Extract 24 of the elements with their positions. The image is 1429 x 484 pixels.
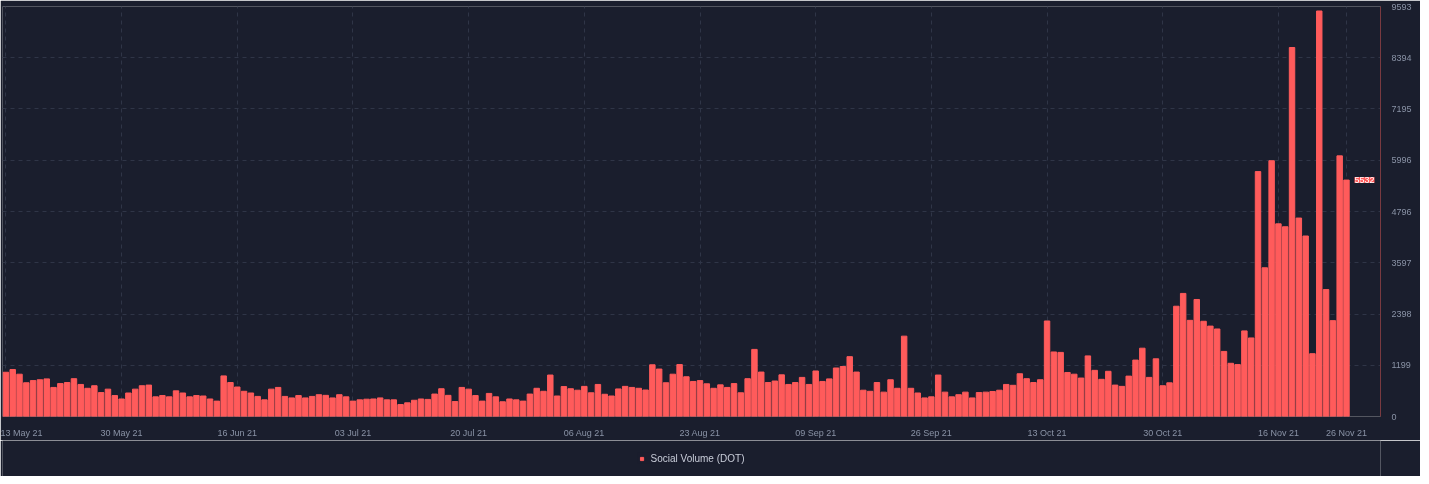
y-tick-label: 3597 <box>1391 257 1412 268</box>
y-tick-label: 0 <box>1391 411 1397 422</box>
y-tick-label: 1199 <box>1391 360 1411 371</box>
x-tick-label: 16 Jun 21 <box>217 427 258 438</box>
x-tick-label: 26 Sep 21 <box>910 427 952 438</box>
legend-label: Social Volume (DOT) <box>650 452 745 464</box>
y-tick-label: 9593 <box>1391 1 1412 12</box>
x-tick-label: 03 Jul 21 <box>334 427 372 438</box>
x-tick-label: 30 May 21 <box>100 427 143 438</box>
x-tick-label: 26 Nov 21 <box>1325 427 1367 438</box>
x-tick-label: 09 Sep 21 <box>795 427 837 438</box>
y-tick-label: 4796 <box>1391 206 1412 217</box>
x-tick-label: 30 Oct 21 <box>1143 427 1183 438</box>
x-tick-label: 06 Aug 21 <box>563 427 605 438</box>
y-tick-label: 5996 <box>1391 155 1412 166</box>
x-tick-label: 20 Jul 21 <box>450 427 487 438</box>
y-tick-label: 2398 <box>1391 309 1412 320</box>
y-tick-label: 7195 <box>1391 103 1412 114</box>
y-tick-label: 8394 <box>1391 52 1412 63</box>
x-tick-label: 13 Oct 21 <box>1027 427 1067 438</box>
x-tick-label: 13 May 21 <box>0 427 43 438</box>
x-tick-label: 16 Nov 21 <box>1257 427 1299 438</box>
annotation: 5532 <box>1354 175 1375 186</box>
x-tick-label: 23 Aug 21 <box>679 427 721 438</box>
